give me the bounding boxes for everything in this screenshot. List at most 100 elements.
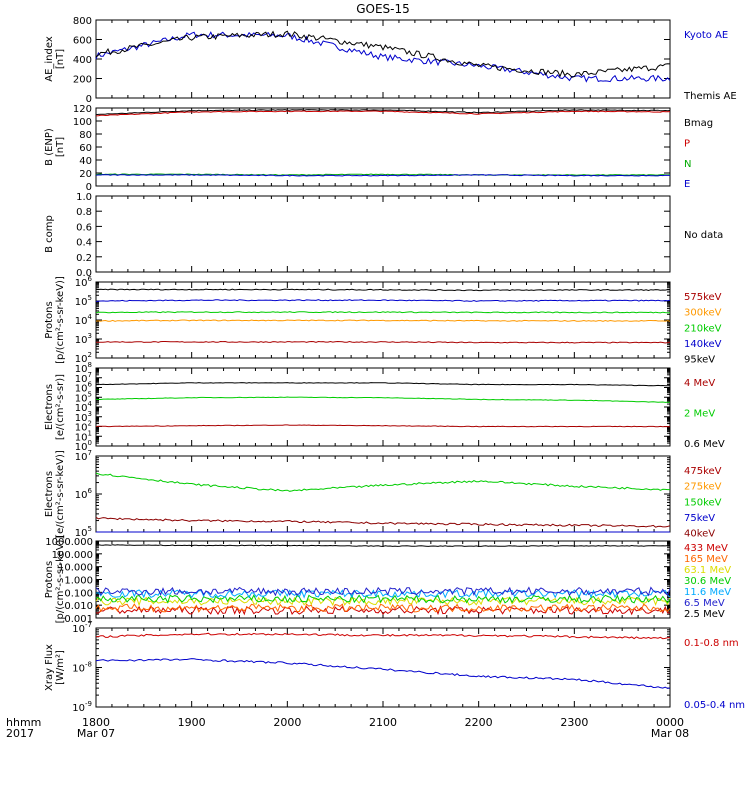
y-axis-label: [nT] <box>55 49 66 69</box>
series-line-40kev <box>95 516 671 528</box>
y-tick-label: 107 <box>75 449 92 463</box>
series-line-e <box>95 174 670 177</box>
y-tick-label: 0.2 <box>76 253 92 264</box>
legend-6-5-mev: 6.5 MeV <box>684 598 725 609</box>
series-line-themis-ae <box>95 30 671 78</box>
x-tick-label: 2000 <box>273 716 301 729</box>
series-line-140kev <box>95 299 671 302</box>
series-line-165-mev <box>95 603 671 613</box>
series-line-575kev <box>95 340 671 344</box>
y-axis-label: [e/(cm²-s-sr-keV)] <box>55 450 66 538</box>
y-axis-label: [W/m²] <box>55 650 66 685</box>
series-line-bmag <box>95 109 671 116</box>
no-data-label: No data <box>684 230 723 241</box>
series-line-0-6-mev <box>95 382 670 387</box>
legend-575kev: 575keV <box>684 292 722 303</box>
y-tick-label: 0 <box>86 94 92 105</box>
y-axis-label: B comp <box>44 215 55 253</box>
legend-210kev: 210keV <box>684 323 722 334</box>
y-tick-label: 106 <box>75 487 93 501</box>
y-tick-label: 0.010 <box>64 601 93 612</box>
plot-frame <box>95 195 671 273</box>
y-tick-label: 20 <box>79 169 92 180</box>
legend-150kev: 150keV <box>684 497 722 508</box>
legend-475kev: 475keV <box>684 466 722 477</box>
y-axis-label: B (ENP) <box>44 128 55 166</box>
legend-75kev: 75keV <box>684 513 715 524</box>
y-tick-label: 40 <box>79 156 92 167</box>
series-line-2-5-mev <box>96 544 670 547</box>
y-tick-label: 105 <box>75 294 92 308</box>
series-line-6-5-mev <box>95 586 671 597</box>
legend-300kev: 300keV <box>684 308 722 319</box>
time-unit-caption: hhmm <box>6 716 41 729</box>
legend-40kev: 40keV <box>684 529 715 540</box>
year-caption: 2017 <box>6 727 34 740</box>
y-axis-label: [e/(cm²-s-sr)] <box>55 374 66 440</box>
time-axis: 1800 1900 2000 2100 2200 2300 0000 Mar 07 Mar 08… <box>6 716 689 740</box>
plot-frame <box>95 455 671 533</box>
y-tick-label: 10-7 <box>72 621 92 635</box>
legend-p: P <box>684 138 690 149</box>
x-tick-label: 1900 <box>178 716 206 729</box>
series-line-4-mev <box>95 424 671 428</box>
y-axis-label: Electrons <box>44 384 55 430</box>
legend-kyoto-ae: Kyoto AE <box>684 30 728 41</box>
y-axis-label: Protons <box>44 561 55 598</box>
start-date-label: Mar 07 <box>77 727 115 740</box>
series-line-150kev <box>95 472 670 492</box>
series-line-0-05-0-4-nm <box>95 658 671 689</box>
legend-2-mev: 2 MeV <box>684 409 715 420</box>
x-tick-label: 1800 <box>82 716 110 729</box>
y-tick-label: 0.4 <box>76 238 92 249</box>
x-tick-label: 2200 <box>465 716 493 729</box>
y-tick-label: 0 <box>86 182 92 193</box>
series-line-p <box>95 110 671 117</box>
panel-8: 10-9 10-8 10-7 Xray Flux [W/m²] 0.1-0.8 nm 0.0… <box>44 621 745 714</box>
legend-0-05-0-4-nm: 0.05-0.4 nm <box>684 700 745 711</box>
x-tick-label: 2100 <box>369 716 397 729</box>
legend-4-mev: 4 MeV <box>684 378 715 389</box>
series-line-0-1-0-8-nm <box>96 632 671 640</box>
y-axis-label: Xray Flux <box>44 644 55 691</box>
y-tick-label: 60 <box>79 143 92 154</box>
plot-frame <box>95 627 671 708</box>
legend-0-1-0-8-nm: 0.1-0.8 nm <box>684 638 739 649</box>
y-tick-label: 0.001 <box>64 614 93 625</box>
y-tick-label: 10-8 <box>72 661 92 675</box>
legend-0-6-mev: 0.6 MeV <box>684 439 725 450</box>
y-axis-label: [nT] <box>55 137 66 157</box>
legend-95kev: 95keV <box>684 355 715 366</box>
series-line-433-mev <box>95 605 671 616</box>
y-tick-label: 600 <box>73 36 92 47</box>
y-tick-label: 200 <box>73 75 92 86</box>
y-tick-label: 0.100 <box>64 588 93 599</box>
y-axis-label: [p/(cm²-s-sr-keV)] <box>55 276 66 364</box>
y-axis-label: Protons <box>44 301 55 338</box>
panel-1: 0 200 400 600 800 AE_index [nT] Kyoto AE Themis … <box>44 16 737 105</box>
series-line-30-6-mev <box>96 593 671 604</box>
y-tick-label: 1.000 <box>64 576 93 587</box>
y-tick-label: 1000.000 <box>45 537 93 548</box>
y-tick-label: 104 <box>75 313 93 327</box>
y-axis-label: AE_index <box>44 36 55 82</box>
y-tick-label: 10-9 <box>72 700 92 714</box>
y-tick-label: 100 <box>73 117 92 128</box>
legend-275kev: 275keV <box>684 482 722 493</box>
y-axis-label: [p/(cm²-s-sr-keV)] <box>55 536 66 624</box>
x-tick-label: 0000 <box>656 716 684 729</box>
end-date-label: Mar 08 <box>651 727 689 740</box>
legend-165-mev: 165 MeV <box>684 554 728 565</box>
series-line-95kev <box>95 288 671 292</box>
y-tick-label: 100.000 <box>52 550 93 561</box>
y-tick-label: 0.8 <box>76 207 92 218</box>
y-tick-label: 120 <box>73 104 92 115</box>
panel-2: 0 20 40 60 80 100 120 B (ENP) [nT] Bmag PNE <box>44 104 713 193</box>
y-tick-label: 80 <box>79 130 92 141</box>
